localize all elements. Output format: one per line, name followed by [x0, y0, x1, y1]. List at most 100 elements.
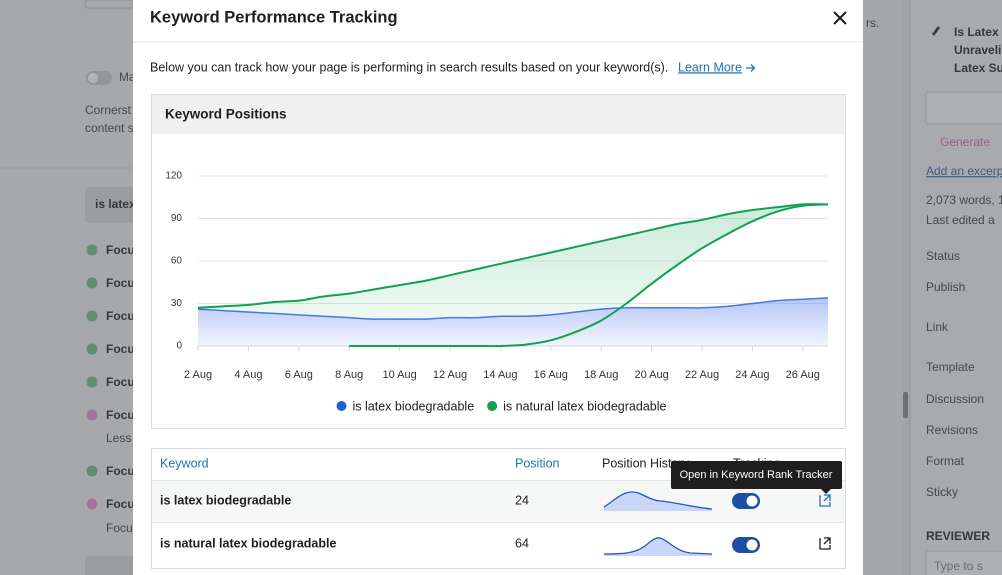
scrollbar	[903, 392, 908, 418]
open-tracker-icon[interactable]	[819, 494, 831, 507]
legend-label: is latex biodegradable	[353, 399, 475, 413]
bg-text: Generate	[940, 135, 990, 149]
check-icon	[86, 498, 98, 510]
y-tick-label: 120	[165, 171, 182, 182]
keyword-cell: is natural latex biodegradable	[160, 536, 336, 550]
bg-toggle-knob	[88, 73, 98, 83]
bg-text: Link	[926, 320, 949, 334]
bg-text: Add an excerp	[926, 164, 1002, 178]
bg-text: Latex Su	[954, 61, 1002, 75]
x-tick-label: 14 Aug	[483, 369, 517, 381]
check-icon	[86, 465, 98, 477]
bg-text: Focu	[106, 497, 135, 511]
learn-more-link[interactable]: Learn More	[678, 60, 742, 74]
y-tick-label: 60	[171, 256, 183, 267]
keyword-cell: is latex biodegradable	[160, 493, 291, 507]
intro-text: Below you can track how your page is per…	[150, 60, 668, 74]
bg-text: rs.	[866, 16, 879, 30]
bg-icon	[932, 26, 940, 36]
sparkline-fill	[604, 492, 712, 511]
tooltip-text: Open in Keyword Rank Tracker	[680, 469, 833, 481]
bg-text: content s	[85, 121, 134, 135]
chart: 0 30 60 90 120 2 Aug 4 Aug 6 Aug 8 Aug 10 Aug 12 A…	[165, 171, 829, 413]
bg-text: Focu	[106, 243, 135, 257]
legend-marker	[336, 401, 347, 411]
modal: Keyword Performance Tracking Below you c…	[133, 0, 863, 575]
bg-text: Discussion	[926, 392, 984, 406]
x-tick-label: 20 Aug	[634, 369, 668, 381]
table-header: Position History	[602, 456, 690, 470]
line	[349, 203, 829, 348]
bg-text: Is Latex I	[954, 25, 1002, 39]
x-tick-label: 18 Aug	[584, 369, 618, 381]
check-icon	[86, 376, 98, 388]
bg-box	[925, 550, 1002, 575]
y-tick-label: 90	[171, 213, 183, 224]
left-panel	[0, 0, 133, 575]
bg-sidebar: Is Latex I Unraveli Latex Su Generate Ad…	[925, 25, 1002, 575]
position-cell: 64	[515, 536, 529, 550]
bg-text: is latex	[95, 197, 136, 211]
bg-text: Template	[926, 360, 975, 374]
tooltip-box	[671, 461, 842, 489]
line	[197, 297, 829, 320]
check-icon	[86, 244, 98, 256]
position-cell: 24	[515, 493, 529, 507]
close-button[interactable]	[833, 11, 847, 25]
sparkline-fill	[604, 537, 712, 556]
x-tick-label: 10 Aug	[382, 369, 416, 381]
bg-text: Focu	[106, 408, 135, 422]
bg-text: Focu	[106, 309, 135, 323]
bg-checks: Focu Focu Focu Focu Focu Focu Less Focu …	[85, 243, 145, 575]
x-tick-label: 22 Aug	[685, 369, 719, 381]
x-tick-label: 2 Aug	[184, 369, 212, 381]
bg-text: Revisions	[926, 423, 978, 437]
link-arrow	[746, 64, 756, 72]
modal-title: Keyword Performance Tracking	[150, 8, 398, 26]
editor-edge	[863, 0, 903, 575]
area-fill	[198, 297, 828, 346]
toggle-knob	[746, 495, 758, 507]
x-tick-label: 24 Aug	[735, 369, 769, 381]
bg-text: Unraveli	[954, 43, 1001, 57]
x-tick-label: 16 Aug	[534, 369, 568, 381]
bg-text: Format	[926, 454, 965, 468]
x-tick-label: 26 Aug	[786, 369, 820, 381]
line	[197, 203, 829, 309]
table-header[interactable]: Position	[515, 456, 560, 470]
x-tick-label: 4 Aug	[234, 369, 262, 381]
bg-text: Type to s	[934, 559, 983, 573]
x-tick-label: 12 Aug	[433, 369, 467, 381]
sparkline	[603, 537, 713, 555]
tooltip: Open in Keyword Rank Tracker	[671, 461, 842, 494]
bg-text: Focu	[106, 342, 135, 356]
bg-text: Focu	[106, 375, 135, 389]
bg-text: Ma	[119, 70, 136, 84]
chart-card-header	[152, 95, 845, 134]
bg-box	[85, 187, 145, 223]
check-icon	[86, 343, 98, 355]
legend: is latex biodegradable is natural latex b…	[336, 399, 667, 413]
bg-text: Sticky	[926, 485, 958, 499]
x-tick-label: 8 Aug	[335, 369, 363, 381]
legend-marker	[487, 401, 498, 411]
bg-text: Publish	[926, 280, 965, 294]
y-tick-label: 0	[176, 341, 182, 352]
table-header[interactable]: Keyword	[160, 456, 209, 470]
bg-box	[925, 91, 1002, 125]
tooltip-arrow	[821, 489, 831, 494]
check-icon	[86, 277, 98, 289]
bg-text: Cornerst	[85, 103, 132, 117]
bg-text: REVIEWER	[926, 529, 990, 543]
open-tracker-icon[interactable]	[819, 537, 831, 550]
y-tick-label: 30	[171, 298, 183, 309]
bg-text: Focu	[106, 276, 135, 290]
bg-text: Focu	[106, 464, 135, 478]
bg-text: Focu	[106, 521, 133, 535]
toggle-knob	[746, 539, 758, 551]
legend-label: is natural latex biodegradable	[503, 399, 666, 413]
chart-card-title: Keyword Positions	[165, 107, 287, 122]
